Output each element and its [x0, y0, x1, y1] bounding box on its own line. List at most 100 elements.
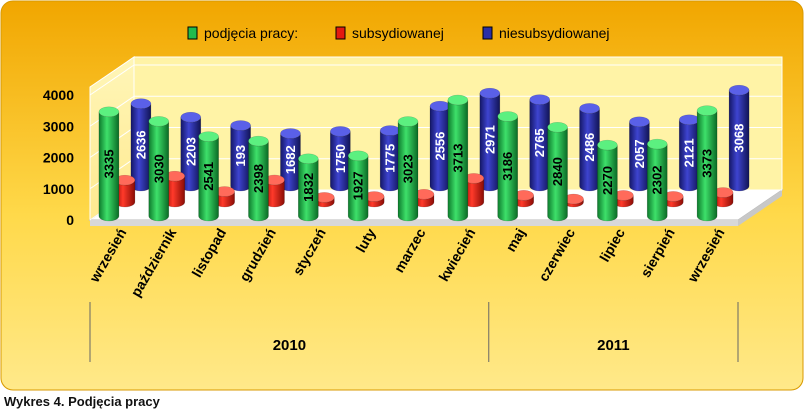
bar-podjęcia-pracy-top: [198, 131, 219, 142]
y-tick-label: 1000: [43, 181, 74, 197]
bar-niesubsydiowanej: [130, 98, 152, 192]
y-tick-label: 0: [66, 212, 74, 228]
data-label-podjęcia-pracy: 3713: [450, 144, 465, 173]
group-label: 2010: [273, 337, 306, 354]
legend-swatch-subsydiowanej: [335, 26, 346, 40]
legend-label-niesubsydiowanej: niesubsydiowanej: [499, 25, 610, 41]
bar-niesubsydiowanej-top: [629, 116, 650, 127]
bar-niesubsydiowanej: [579, 103, 600, 192]
data-label-podjęcia-pracy: 3030: [151, 154, 166, 183]
data-label-podjęcia-pracy: 2270: [600, 166, 615, 195]
bar-podjęcia-pracy-body: [646, 144, 668, 222]
bar-podjęcia-pracy-top: [298, 153, 319, 164]
bar-podjęcia-pracy: [298, 153, 319, 222]
bar-niesubsydiowanej-top: [728, 84, 750, 96]
data-label-niesubsydiowanej: 2636: [133, 130, 148, 159]
legend-label-subsydiowanej: subsydiowanej: [352, 25, 444, 41]
data-label-niesubsydiowanej: 2057: [632, 139, 647, 168]
bar-podjęcia-pracy: [397, 116, 419, 222]
data-label-niesubsydiowanej: 2203: [183, 137, 198, 166]
bar-subsydiowanej: [264, 174, 285, 208]
data-label-podjęcia-pracy: 3335: [101, 149, 116, 178]
bar-niesubsydiowanej-top: [529, 94, 550, 105]
data-label-niesubsydiowanej: 1750: [333, 144, 348, 173]
bar-niesubsydiowanej-top: [678, 114, 700, 125]
bar-podjęcia-pracy-top: [646, 138, 668, 150]
bar-subsydiowanej: [314, 192, 335, 208]
bar-podjęcia-pracy-body: [696, 110, 718, 222]
bar-podjęcia-pracy: [98, 106, 120, 222]
bar-niesubsydiowanej-top: [479, 87, 501, 99]
bar-podjęcia-pracy: [497, 111, 518, 222]
bar-niesubsydiowanej: [230, 120, 251, 192]
bar-podjęcia-pracy-body: [597, 145, 618, 222]
data-label-niesubsydiowanej: 3068: [732, 124, 747, 153]
bar-podjęcia-pracy-top: [98, 106, 120, 118]
chart-plot: podjęcia pracy: subsydiowanej niesubsydiow…: [0, 0, 804, 391]
bar-podjęcia-pracy-top: [447, 94, 469, 106]
data-label-podjęcia-pracy: 1927: [351, 171, 366, 200]
bar-subsydiowanej: [363, 191, 385, 208]
bar-podjęcia-pracy: [547, 122, 568, 222]
bar-niesubsydiowanej-top: [429, 100, 451, 112]
bar-niesubsydiowanej-top: [579, 103, 600, 114]
floor-edge-side: [738, 190, 782, 226]
bar-podjęcia-pracy-top: [248, 135, 269, 147]
bar-niesubsydiowanej: [280, 128, 301, 192]
bar-subsydiowanej: [164, 170, 186, 208]
data-label-niesubsydiowanej: 2556: [433, 132, 448, 161]
data-label-podjęcia-pracy: 1832: [301, 173, 316, 202]
floor-edge: [90, 220, 738, 226]
data-label-niesubsydiowanej: 2121: [682, 138, 697, 167]
bar-niesubsydiowanej-top: [130, 98, 152, 109]
bar-niesubsydiowanej-top: [280, 128, 301, 139]
data-label-niesubsydiowanej: 2486: [582, 133, 597, 162]
bar-niesubsydiowanej: [728, 84, 750, 192]
data-label-podjęcia-pracy: 3023: [401, 154, 416, 183]
bar-podjęcia-pracy: [696, 105, 718, 222]
data-label-podjęcia-pracy: 2541: [201, 162, 216, 191]
data-label-podjęcia-pracy: 2398: [251, 164, 266, 193]
legend-swatch-niesubsydiowanej: [482, 26, 493, 40]
figure-caption: Wykres 4. Podjęcia pracy: [4, 394, 160, 409]
data-label-niesubsydiowanej: 2765: [532, 128, 547, 157]
bar-subsydiowanej: [413, 189, 435, 208]
bar-podjęcia-pracy: [646, 138, 668, 222]
data-label-niesubsydiowanej: 193: [233, 145, 248, 167]
bar-podjęcia-pracy: [148, 116, 170, 222]
bar-podjęcia-pracy: [198, 131, 219, 222]
bar-niesubsydiowanej: [180, 111, 202, 192]
bar-podjęcia-pracy-top: [148, 116, 170, 127]
bar-subsydiowanej: [563, 193, 584, 208]
bar-podjęcia-pracy: [597, 139, 618, 222]
data-label-podjęcia-pracy: 3373: [700, 149, 715, 178]
data-label-niesubsydiowanej: 1775: [383, 144, 398, 173]
bar-podjęcia-pracy-top: [597, 139, 618, 151]
gridline-side: [89, 64, 135, 96]
bar-niesubsydiowanej-body: [280, 133, 301, 192]
bar-podjęcia-pracy: [347, 150, 369, 222]
data-label-podjęcia-pracy: 3186: [500, 152, 515, 181]
y-tick-label: 4000: [43, 87, 74, 103]
bar-podjęcia-pracy-top: [547, 122, 568, 133]
bar-podjęcia-pracy-body: [248, 141, 269, 222]
bar-niesubsydiowanej: [529, 94, 550, 192]
data-label-niesubsydiowanej: 1682: [283, 145, 298, 174]
chart-frame: podjęcia pracy: subsydiowanej niesubsydiow…: [0, 0, 804, 391]
bar-podjęcia-pracy: [248, 135, 269, 222]
bar-niesubsydiowanej-top: [180, 111, 202, 123]
bar-podjęcia-pracy-top: [497, 111, 518, 122]
group-label: 2011: [597, 337, 630, 354]
y-tick-label: 2000: [43, 150, 74, 166]
bar-podjęcia-pracy-top: [696, 105, 718, 116]
data-label-niesubsydiowanej: 2971: [482, 125, 497, 154]
data-label-podjęcia-pracy: 2840: [550, 157, 565, 186]
bar-niesubsydiowanej-body: [330, 131, 351, 192]
bar-niesubsydiowanej-top: [330, 126, 351, 137]
bar-podjęcia-pracy: [447, 94, 469, 222]
bar-niesubsydiowanej: [479, 87, 501, 192]
y-tick-label: 3000: [43, 118, 74, 134]
legend-swatch-podjęcia-pracy: [187, 26, 198, 40]
bar-niesubsydiowanej-top: [230, 120, 251, 131]
bar-niesubsydiowanej: [330, 126, 351, 192]
